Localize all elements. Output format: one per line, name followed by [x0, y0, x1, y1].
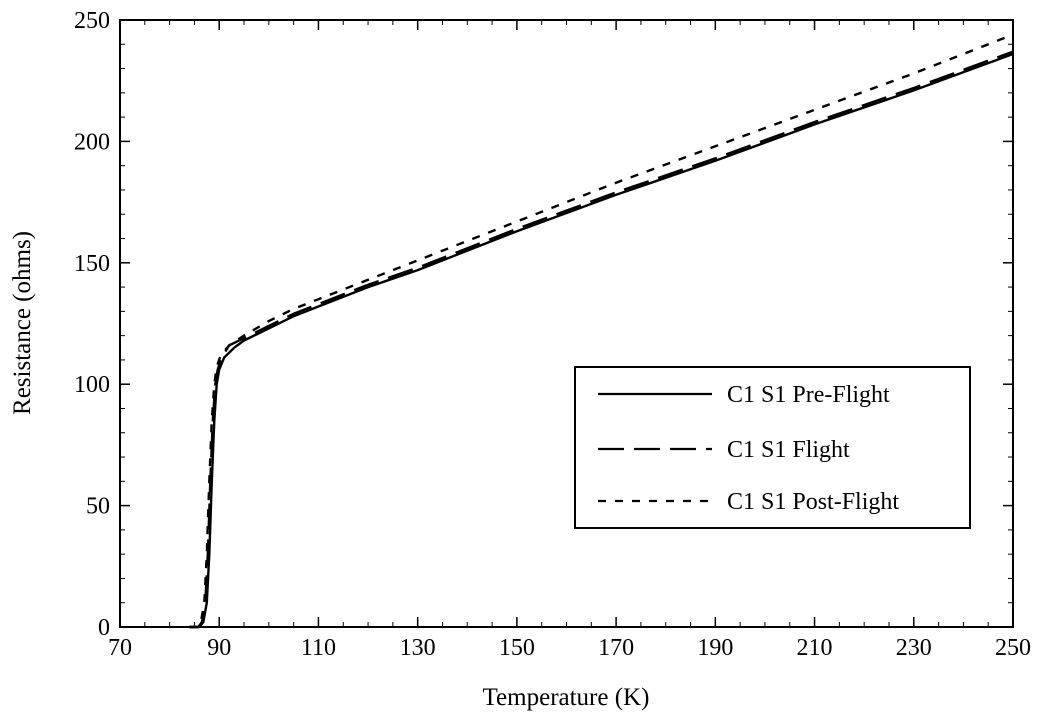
x-tick-label: 230: [896, 635, 932, 661]
plot-frame: [119, 19, 1014, 628]
legend: C1 S1 Pre-Flight C1 S1 Flight C1 S1 Post…: [574, 366, 971, 529]
series-line-1: [189, 50, 1014, 629]
x-tick-label: 110: [301, 635, 336, 661]
tick-labels: 70 90 110 130 150 170 190 210 230 250 0 50 100 150 200…: [74, 8, 1031, 661]
x-tick-label: 130: [400, 635, 436, 661]
x-tick-label: 70: [108, 635, 132, 661]
y-tick-label: 100: [74, 372, 110, 398]
x-axis-label: Temperature (K): [483, 684, 650, 711]
y-axis-label: Resistance (ohms): [9, 231, 36, 415]
legend-label-flight: C1 S1 Flight: [727, 437, 850, 463]
legend-box: [574, 366, 971, 529]
y-tick-label: 250: [74, 8, 110, 34]
y-tick-label: 200: [74, 129, 110, 155]
axis-ticks: [119, 19, 1014, 628]
legend-label-pre-flight: C1 S1 Pre-Flight: [727, 382, 890, 408]
x-tick-label: 250: [995, 635, 1031, 661]
series-lines: [189, 33, 1014, 629]
x-tick-label: 90: [207, 635, 231, 661]
x-tick-label: 150: [499, 635, 535, 661]
x-tick-label: 170: [598, 635, 634, 661]
x-tick-label: 210: [797, 635, 833, 661]
y-tick-label: 50: [86, 494, 110, 520]
y-tick-label: 0: [98, 615, 110, 641]
legend-label-post-flight: C1 S1 Post-Flight: [727, 489, 899, 515]
series-line-0: [189, 52, 1014, 629]
y-tick-label: 150: [74, 251, 110, 277]
x-tick-label: 190: [697, 635, 733, 661]
series-line-2: [189, 33, 1014, 629]
